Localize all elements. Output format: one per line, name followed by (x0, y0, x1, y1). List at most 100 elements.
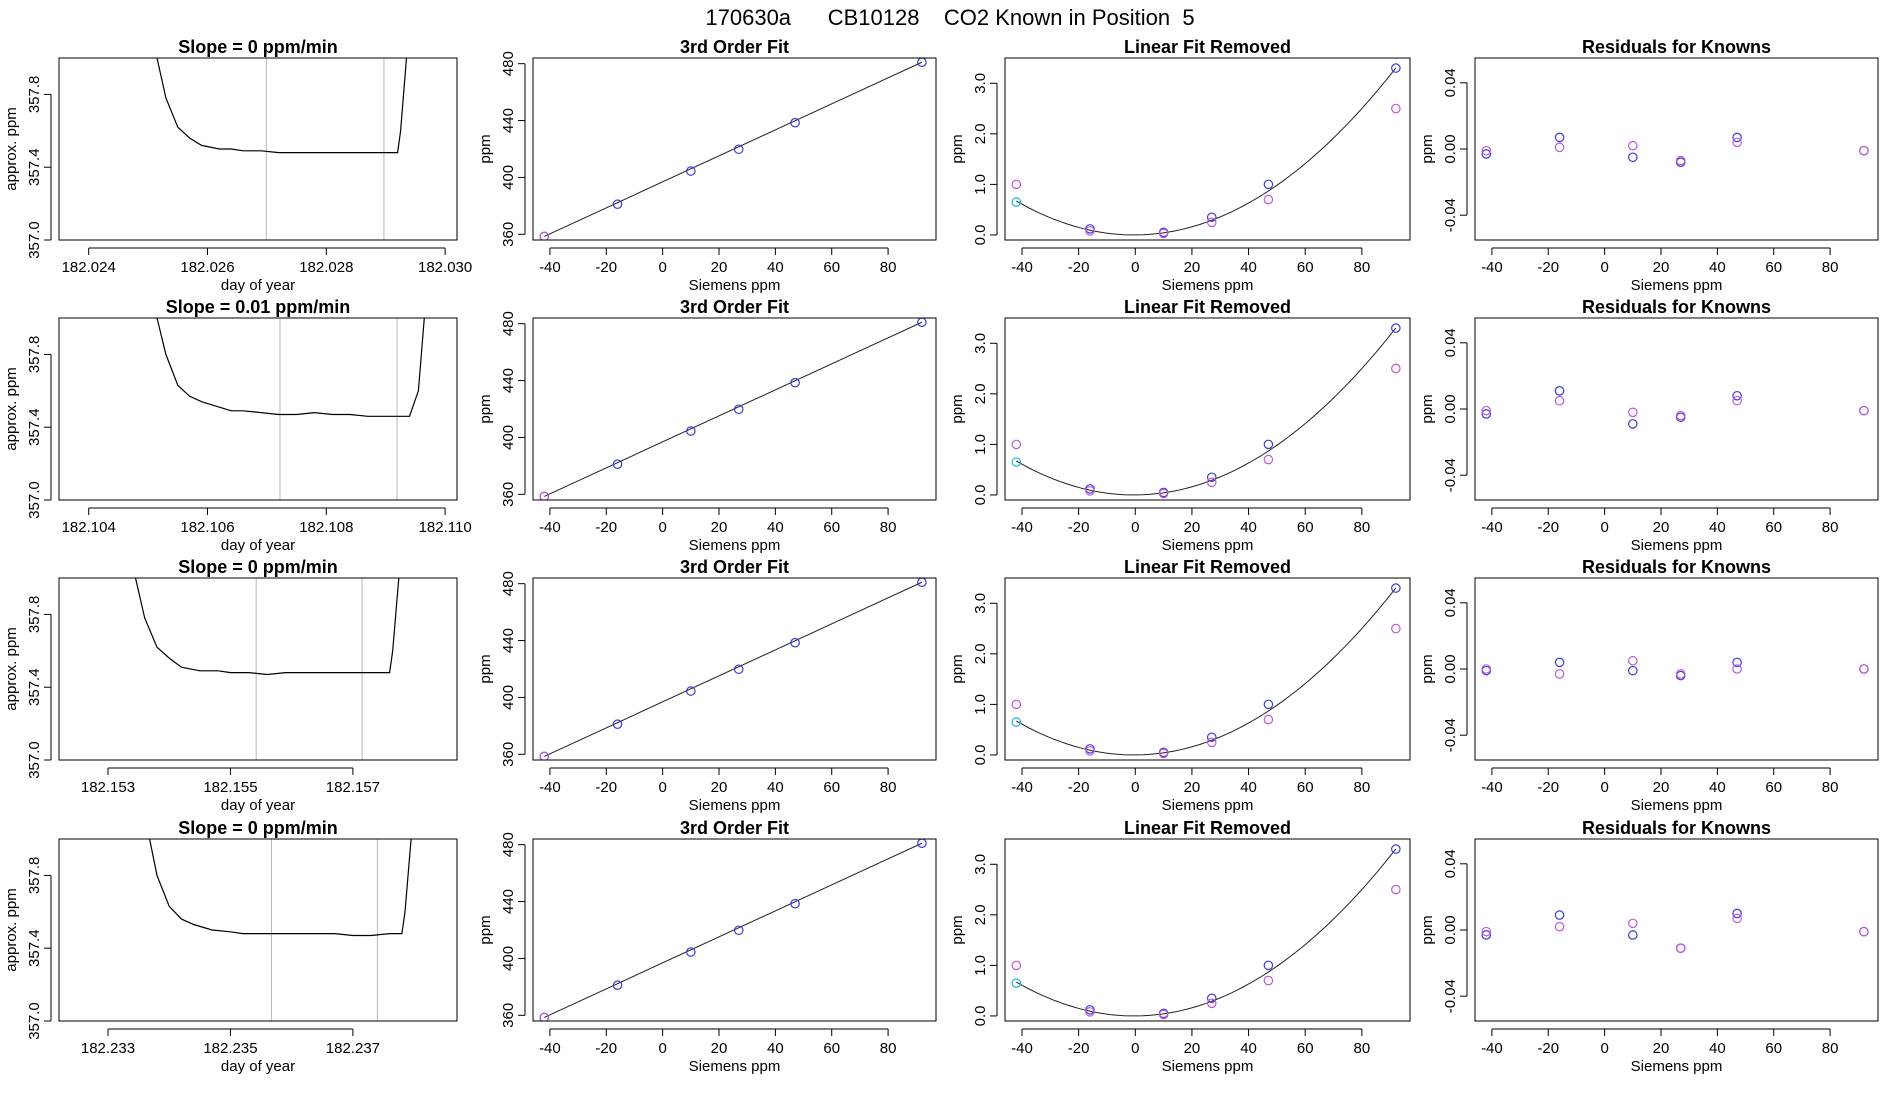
data-point (1628, 918, 1638, 929)
data-point (1158, 1009, 1169, 1020)
x-tick-label: 40 (767, 779, 784, 796)
x-tick-label: -20 (1068, 519, 1090, 536)
panel-r3-c3: Linear Fit Removed -40 -20 0 20 40 60 80 Siemens… (949, 557, 1411, 814)
y-tick-label: 357.8 (26, 857, 43, 895)
y-tick-label: 480 (500, 571, 517, 596)
x-tick-label: 40 (1240, 1040, 1257, 1057)
data-point (1675, 410, 1686, 421)
panel-r4-c4: Residuals for Knowns -40 -20 0 20 40 60 80 Sieme… (1419, 818, 1879, 1075)
fit-line (544, 842, 923, 1018)
y-tick-label: 480 (500, 832, 517, 857)
data-point (539, 231, 550, 240)
x-tick-label: 0 (658, 259, 666, 276)
x-tick-label: 60 (823, 779, 840, 796)
x-tick-label: -20 (1537, 519, 1559, 536)
x-tick-label: -40 (539, 779, 561, 796)
x-axis-label: Siemens ppm (1162, 277, 1254, 294)
data-point (1391, 884, 1401, 895)
plot-area (1011, 323, 1401, 499)
x-tick-label: 182.104 (62, 519, 116, 536)
data-point (1263, 975, 1274, 986)
fit-curve (1016, 327, 1397, 496)
plot-frame (1004, 57, 1411, 241)
y-tick-label: 3.0 (972, 593, 989, 614)
data-point (1263, 454, 1274, 465)
plot-area (539, 839, 927, 1021)
plot-area (1011, 583, 1401, 759)
x-tick-label: 182.153 (81, 779, 135, 796)
x-tick-label: -40 (539, 259, 561, 276)
y-tick-label: 440 (500, 889, 517, 914)
data-point (686, 947, 696, 957)
data-point (733, 404, 744, 415)
y-tick-label: 0.04 (1442, 328, 1459, 357)
data-point (1732, 137, 1742, 148)
fit-curve (1016, 848, 1397, 1017)
y-tick-label: 480 (500, 51, 517, 76)
y-axis-label: ppm (949, 394, 966, 423)
y-axis-label: ppm (1419, 134, 1436, 163)
plot-area (1481, 132, 1869, 168)
x-axis-label: Siemens ppm (689, 797, 781, 814)
y-tick-label: 0.00 (1442, 134, 1459, 163)
x-tick-label: 80 (880, 779, 897, 796)
panel-title: Slope = 0 ppm/min (178, 37, 338, 57)
y-tick-label: 357.8 (26, 596, 43, 634)
data-point (733, 664, 744, 675)
data-point (1554, 142, 1565, 153)
data-point (1554, 132, 1565, 143)
y-tick-label: 360 (500, 222, 517, 247)
fit-curve (1016, 67, 1397, 236)
data-point (1011, 960, 1022, 971)
data-point (1628, 152, 1638, 163)
x-axis-label: Siemens ppm (1631, 797, 1723, 814)
panel-r3-c1: Slope = 0 ppm/min 182.153 182.155 182.157 da… (3, 557, 458, 814)
data-point (1675, 669, 1686, 679)
y-tick-label: 2.0 (972, 643, 989, 664)
data-point (1628, 665, 1638, 676)
x-tick-label: 182.155 (203, 779, 257, 796)
fit-curve (1016, 587, 1397, 756)
y-axis-label: ppm (477, 654, 494, 683)
y-tick-label: 2.0 (972, 904, 989, 925)
data-point (1554, 921, 1565, 932)
x-tick-label: -40 (1011, 259, 1033, 276)
data-point (1263, 960, 1274, 971)
panel-title: Linear Fit Removed (1124, 297, 1291, 317)
x-tick-label: 182.237 (326, 1040, 380, 1057)
panel-title: Slope = 0 ppm/min (178, 557, 338, 577)
x-tick-label: 20 (1653, 259, 1670, 276)
data-point (1206, 477, 1217, 488)
y-tick-label: 0.0 (972, 745, 989, 766)
x-axis-label: day of year (221, 537, 295, 554)
data-point (1158, 748, 1169, 759)
x-tick-label: 60 (823, 1040, 840, 1057)
x-tick-label: 0 (658, 519, 666, 536)
x-tick-label: 0 (1600, 1040, 1608, 1057)
y-tick-label: 360 (500, 482, 517, 507)
x-tick-label: -20 (595, 259, 617, 276)
data-point (1481, 405, 1492, 416)
data-point (1732, 913, 1742, 924)
plot-frame (1474, 838, 1879, 1022)
data-point (1732, 657, 1742, 668)
y-axis-label: ppm (949, 134, 966, 163)
data-point (1085, 224, 1095, 234)
data-point (1011, 699, 1022, 710)
figure-title: 170630a CB10128 CO2 Known in Position 5 (705, 5, 1194, 30)
x-axis-label: day of year (221, 277, 295, 294)
plot-frame (58, 57, 458, 241)
data-point (612, 459, 623, 469)
x-tick-label: 60 (1297, 519, 1314, 536)
plot-frame (1474, 57, 1879, 241)
data-point (1391, 844, 1401, 854)
data-point (1391, 63, 1401, 73)
data-point (1675, 155, 1686, 166)
x-axis-label: Siemens ppm (1631, 277, 1723, 294)
y-tick-label: 357.4 (26, 148, 43, 186)
x-tick-label: -20 (595, 1040, 617, 1057)
panel-title: 3rd Order Fit (680, 557, 789, 577)
x-tick-label: -40 (1481, 1040, 1503, 1057)
series-line (156, 58, 408, 154)
data-point (539, 491, 550, 500)
